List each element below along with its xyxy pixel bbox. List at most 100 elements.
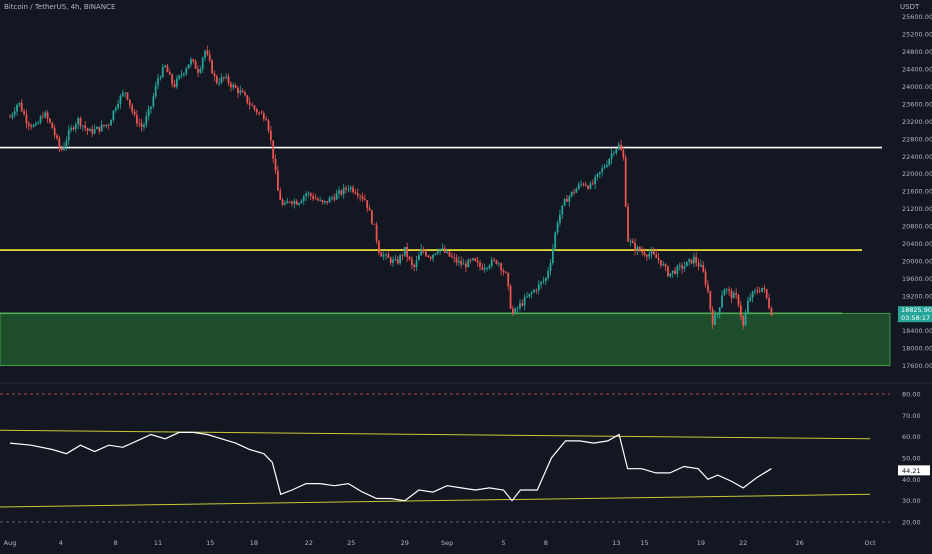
candle-body	[267, 120, 270, 131]
candle-body	[589, 183, 592, 189]
candle-body	[84, 125, 87, 129]
candle-body	[526, 296, 528, 298]
candle-body	[309, 193, 312, 197]
candle-body	[587, 185, 589, 189]
x-tick-label: 8	[114, 539, 118, 547]
candle-body	[244, 92, 246, 96]
candle-body	[368, 208, 371, 211]
candle-body	[462, 263, 465, 265]
candle-body	[394, 259, 397, 261]
candle-body	[110, 120, 112, 126]
candle-body	[721, 295, 723, 308]
candle-body	[354, 192, 357, 194]
candle-body	[436, 251, 439, 254]
price-tick-label: 23600.00	[902, 100, 932, 108]
candle-body	[105, 124, 108, 127]
candle-body	[227, 76, 230, 84]
candle-body	[128, 99, 131, 106]
candle-body	[427, 255, 430, 257]
candle-body	[279, 190, 282, 200]
candle-body	[446, 251, 448, 253]
candle-body	[636, 247, 639, 251]
candle-body	[248, 102, 251, 106]
x-tick-label: Sep	[441, 539, 453, 547]
candle-body	[183, 73, 185, 75]
candle-body	[277, 170, 279, 191]
candle-body	[500, 263, 503, 271]
candle-body	[681, 265, 683, 269]
candle-body	[39, 116, 42, 123]
candle-body	[222, 77, 225, 79]
candle-body	[70, 127, 72, 131]
candle-body	[472, 258, 474, 260]
candle-body	[418, 255, 420, 261]
candle-body	[622, 150, 625, 158]
candle-body	[312, 196, 315, 199]
price-tick-label: 22400.00	[902, 153, 932, 161]
price-tick-label: 20000.00	[902, 257, 932, 265]
candle-body	[739, 305, 742, 317]
candle-body	[359, 195, 362, 197]
candle-body	[375, 224, 378, 242]
price-tick-label: 18000.00	[902, 345, 932, 353]
candle-body	[396, 259, 399, 264]
candle-body	[100, 124, 103, 132]
candle-body	[382, 255, 385, 257]
candle-body	[556, 222, 559, 233]
candle-body	[493, 259, 495, 261]
candle-body	[81, 125, 84, 127]
candle-body	[486, 267, 488, 269]
candle-body	[51, 122, 54, 129]
rsi-tick-label: 80.00	[902, 391, 921, 399]
candle-body	[86, 128, 89, 131]
candle-body	[107, 124, 110, 126]
candle-body	[173, 84, 176, 87]
candle-body	[465, 263, 467, 268]
candle-body	[620, 144, 622, 151]
candle-body	[93, 129, 96, 134]
candle-body	[274, 158, 277, 171]
x-tick-label: 26	[795, 539, 803, 547]
candle-body	[730, 290, 733, 299]
candle-body	[725, 289, 728, 291]
candle-body	[265, 119, 268, 121]
candle-body	[288, 201, 291, 203]
candle-body	[448, 251, 451, 257]
candle-body	[598, 171, 601, 174]
candle-body	[152, 96, 155, 107]
candle-body	[164, 65, 166, 68]
candle-body	[335, 193, 338, 200]
rsi-line	[9, 431, 772, 502]
candle-body	[641, 250, 644, 253]
rsi-tick-label: 70.00	[902, 412, 921, 420]
candle-body	[582, 183, 585, 185]
candle-body	[441, 248, 444, 250]
candle-body	[737, 295, 740, 306]
x-tick-label: 19	[697, 539, 705, 547]
candle-body	[342, 187, 345, 195]
candle-body	[211, 60, 213, 74]
candle-body	[747, 300, 749, 314]
candle-body	[481, 266, 484, 270]
price-tick-label: 25200.00	[902, 31, 932, 39]
candle-body	[540, 281, 542, 285]
candle-body	[544, 277, 547, 281]
candle-body	[65, 140, 68, 147]
candle-body	[319, 200, 322, 201]
candle-body	[378, 241, 380, 253]
candle-body	[300, 200, 303, 204]
candle-body	[488, 265, 491, 268]
candle-body	[157, 78, 159, 86]
candle-body	[450, 256, 453, 258]
candle-body	[234, 85, 237, 88]
candle-body	[439, 248, 441, 252]
candle-body	[124, 92, 127, 94]
candle-body	[136, 114, 138, 124]
candle-body	[756, 290, 759, 292]
candle-body	[631, 240, 634, 243]
candle-body	[218, 82, 221, 84]
candle-body	[700, 264, 702, 267]
x-tick-label: Oct	[864, 539, 876, 547]
candle-body	[20, 102, 23, 112]
